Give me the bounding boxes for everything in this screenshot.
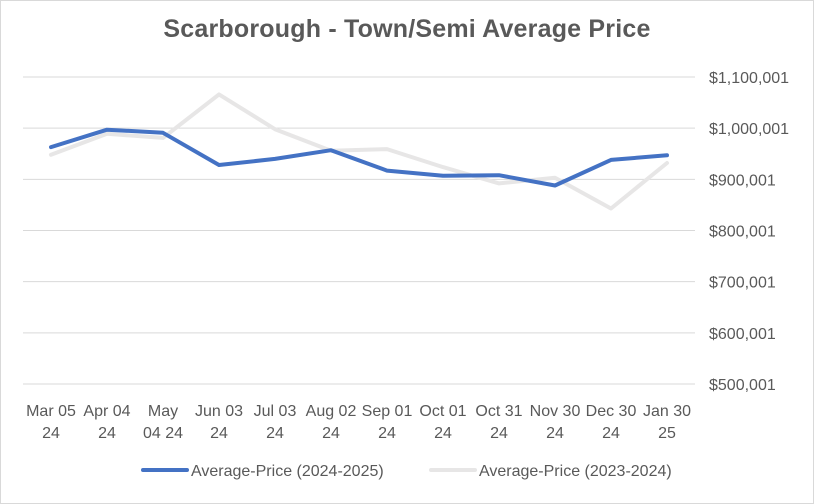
x-tick-label: Oct 01 24 xyxy=(419,403,466,442)
x-tick-label: Oct 31 24 xyxy=(475,403,522,442)
x-tick-label-line: Oct 01 xyxy=(419,403,466,420)
x-axis-ticks: Mar 05 24 Apr 04 24 May 04 24 Jun 03 24 Jul 03 24… xyxy=(26,403,691,442)
x-tick-label-line: May xyxy=(148,403,178,420)
x-tick-label-line: 24 xyxy=(210,425,228,442)
y-tick-label: $500,001 xyxy=(709,377,776,394)
legend-label-0: Average-Price (2024-2025) xyxy=(191,463,384,480)
series-lines xyxy=(49,92,669,211)
x-tick-label: Jan 30 25 xyxy=(643,403,691,442)
x-tick-label: Mar 05 24 xyxy=(26,403,76,442)
x-tick-label-line: 04 24 xyxy=(143,425,183,442)
y-tick-label: $1,000,001 xyxy=(709,121,789,138)
x-tick-label-line: Jun 03 xyxy=(195,403,243,420)
x-tick-label: Nov 30 24 xyxy=(530,403,581,442)
x-tick-label: Jul 03 24 xyxy=(254,403,297,442)
legend-label-1: Average-Price (2023-2024) xyxy=(479,463,672,480)
x-tick-label: Sep 01 24 xyxy=(362,403,413,442)
x-tick-label-line: 24 xyxy=(434,425,452,442)
x-tick-label-line: 24 xyxy=(490,425,508,442)
x-tick-label-line: Apr 04 xyxy=(83,403,130,420)
x-tick-label-line: 24 xyxy=(602,425,620,442)
x-tick-label: May 04 24 xyxy=(143,403,183,442)
x-tick-label: Aug 02 24 xyxy=(306,403,357,442)
gridlines xyxy=(23,76,695,385)
y-axis-ticks: $500,001 $600,001 $700,001 $800,001 $900,001… xyxy=(709,70,789,394)
x-tick-label-line: Sep 01 xyxy=(362,403,413,420)
y-tick-label: $600,001 xyxy=(709,326,776,343)
x-tick-label-line: 24 xyxy=(546,425,564,442)
x-tick-label: Jun 03 24 xyxy=(195,403,243,442)
x-tick-label-line: Nov 30 xyxy=(530,403,581,420)
x-tick-label-line: 25 xyxy=(658,425,676,442)
series-line-1 xyxy=(49,92,669,211)
x-tick-label: Apr 04 24 xyxy=(83,403,130,442)
x-tick-label-line: 24 xyxy=(42,425,60,442)
x-tick-label-line: 24 xyxy=(378,425,396,442)
chart-title: Scarborough - Town/Semi Average Price xyxy=(163,15,651,43)
x-tick-label-line: Jul 03 xyxy=(254,403,297,420)
x-tick-label-line: Jan 30 xyxy=(643,403,691,420)
x-tick-label-line: Aug 02 xyxy=(306,403,357,420)
y-tick-label: $1,100,001 xyxy=(709,70,789,87)
x-tick-label-line: Mar 05 xyxy=(26,403,76,420)
legend: Average-Price (2024-2025) Average-Price (… xyxy=(141,463,672,480)
x-tick-label: Dec 30 24 xyxy=(586,403,637,442)
x-tick-label-line: Dec 30 xyxy=(586,403,637,420)
x-tick-label-line: Oct 31 xyxy=(475,403,522,420)
y-tick-label: $700,001 xyxy=(709,275,776,292)
y-tick-label: $800,001 xyxy=(709,224,776,241)
y-tick-label: $900,001 xyxy=(709,172,776,189)
series-line-0 xyxy=(49,127,669,188)
x-tick-label-line: 24 xyxy=(98,425,116,442)
x-tick-label-line: 24 xyxy=(266,425,284,442)
x-tick-label-line: 24 xyxy=(322,425,340,442)
